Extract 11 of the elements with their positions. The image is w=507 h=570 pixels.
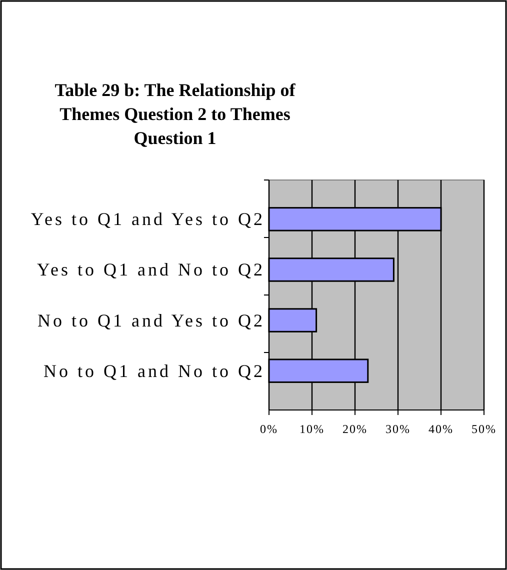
y-tick-label: Yes to Q1 and Yes to Q2 bbox=[30, 209, 265, 230]
y-tick-label: No to Q1 and No to Q2 bbox=[44, 360, 265, 381]
y-tick-label: No to Q1 and Yes to Q2 bbox=[37, 310, 265, 330]
y-tick-label: Yes to Q1 and No to Q2 bbox=[36, 260, 265, 280]
x-tick-label: 50% bbox=[472, 422, 496, 436]
x-tick-label: 40% bbox=[428, 422, 454, 436]
x-tick-label: 20% bbox=[342, 422, 368, 436]
x-tick-label: 10% bbox=[300, 422, 324, 436]
x-tick-label: 30% bbox=[386, 422, 410, 436]
x-tick-label: 0% bbox=[260, 422, 278, 436]
chart-title: Table 29 b: The Relationship of Themes Question 2 to Themes Question 1 bbox=[54, 80, 296, 148]
